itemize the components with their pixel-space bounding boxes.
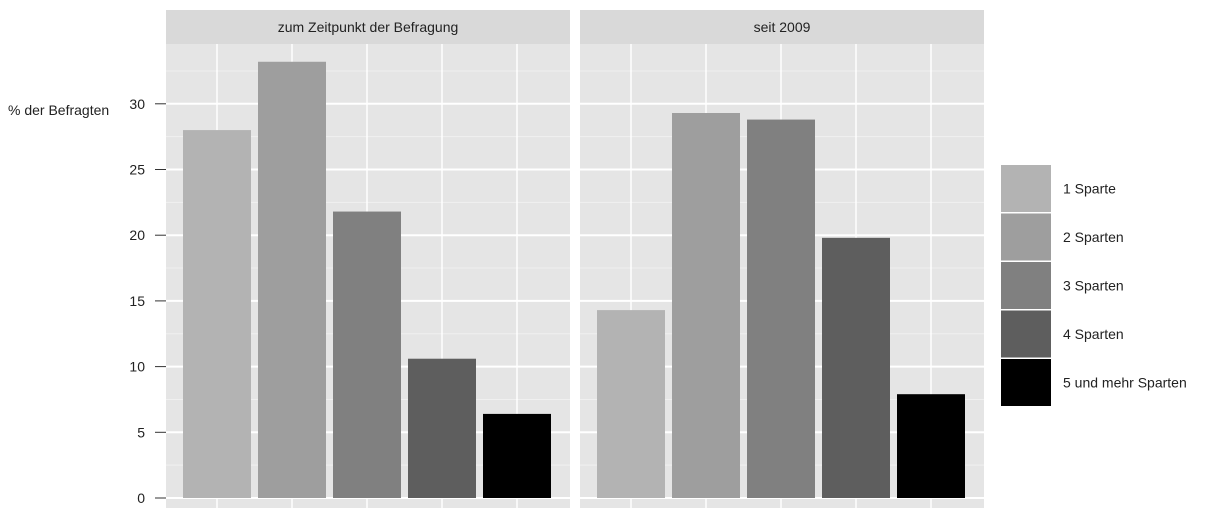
legend-label: 2 Sparten <box>1063 229 1124 245</box>
legend-label: 4 Sparten <box>1063 326 1124 342</box>
bar-4-sparten <box>408 358 476 498</box>
bar-3-sparten <box>747 119 815 499</box>
legend-key <box>1001 165 1051 212</box>
y-tick-label: 10 <box>129 359 145 375</box>
panel-1: zum Zeitpunkt der Befragung <box>166 10 570 508</box>
bar-1-sparte <box>597 310 665 498</box>
y-tick-label: 15 <box>129 293 145 309</box>
facet-title: zum Zeitpunkt der Befragung <box>278 19 459 35</box>
facet-strip <box>166 10 570 44</box>
legend-key <box>1001 262 1051 309</box>
y-axis: 0 5 10 15 20 25 30 <box>129 96 166 506</box>
y-tick-label: 5 <box>137 424 145 440</box>
legend-label: 1 Sparte <box>1063 181 1116 197</box>
facet-title: seit 2009 <box>754 19 811 35</box>
bar-2-sparten <box>672 112 740 499</box>
bar-2-sparten <box>258 61 326 498</box>
panel-2: seit 2009 <box>580 10 984 508</box>
bar-5-und-mehr-sparten <box>483 413 551 498</box>
y-axis-label: % der Befragten <box>8 102 109 118</box>
legend-key <box>1001 213 1051 261</box>
bar-3-sparten <box>333 211 401 498</box>
chart-panels: zum Zeitpunkt der Befragung seit 2009 <box>166 10 984 508</box>
y-tick-label: 30 <box>129 96 145 112</box>
bar-5-und-mehr-sparten <box>897 394 965 498</box>
legend-key <box>1001 310 1051 358</box>
legend: 1 Sparte 2 Sparten 3 Sparten 4 Sparten 5 und… <box>1001 165 1187 406</box>
y-tick-label: 25 <box>129 162 145 178</box>
facet-strip <box>580 10 984 44</box>
legend-label: 3 Sparten <box>1063 278 1124 294</box>
bar-4-sparten <box>822 237 890 498</box>
bar-1-sparte <box>183 130 251 498</box>
y-tick-label: 20 <box>129 227 145 243</box>
y-tick-label: 0 <box>137 490 145 506</box>
legend-key <box>1001 359 1051 406</box>
legend-label: 5 und mehr Sparten <box>1063 375 1187 391</box>
